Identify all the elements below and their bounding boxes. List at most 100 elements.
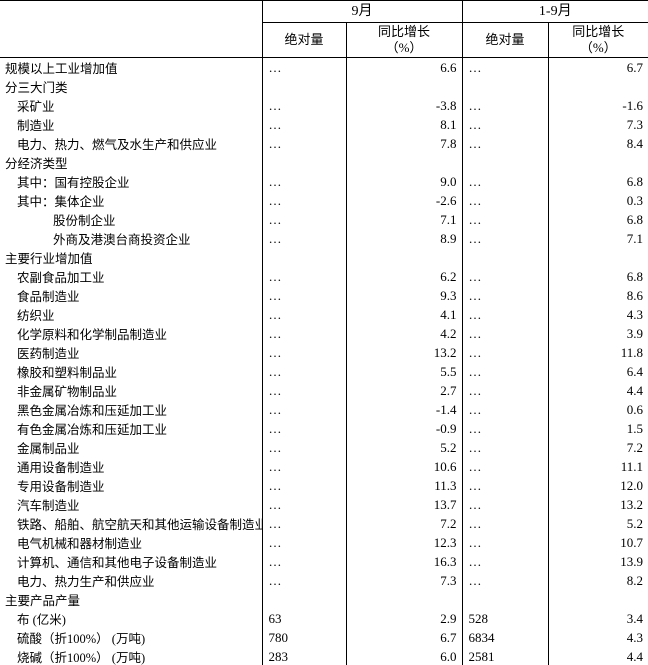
- subheader-text: 绝对量: [284, 32, 324, 47]
- row-label: 主要产品产量: [0, 590, 263, 609]
- ytd-growth-value: 6.8: [626, 268, 644, 284]
- ytd-growth-value: 11.1: [620, 458, 644, 474]
- ytd-absolute-value: …: [462, 381, 549, 400]
- ytd-growth-value: 11.8: [620, 344, 644, 360]
- table-row: 电气机械和器材制造业… 12.3… 10.7: [0, 533, 648, 552]
- table-row: 布 (亿米) 63 2.9 528 3.4: [0, 609, 648, 628]
- ytd-growth-value: 1.5: [626, 420, 644, 436]
- ytd-absolute-value: …: [462, 400, 549, 419]
- table-row: 有色金属冶炼和压延加工业… -0.9… 1.5: [0, 419, 648, 438]
- ytd-growth-value: 4.3: [626, 629, 644, 645]
- ytd-growth-value: 6.8: [626, 173, 644, 189]
- table-row: 黑色金属冶炼和压延加工业… -1.4… 0.6: [0, 400, 648, 419]
- ytd-absolute-value: …: [462, 533, 549, 552]
- table-row: 化学原料和化学制品制造业… 4.2… 3.9: [0, 324, 648, 343]
- ytd-absolute-value: …: [462, 210, 549, 229]
- ytd-growth-value: 4.4: [626, 382, 644, 398]
- ytd-growth-value: [548, 590, 648, 609]
- sep-growth-value: -2.6: [346, 191, 463, 210]
- sep-absolute-value: …: [262, 362, 347, 381]
- ytd-growth-value: 3.4: [626, 610, 644, 626]
- table-row: 硫酸（折100%） (万吨) 780 6.7 6834 4.3: [0, 628, 648, 647]
- sep-growth-value: 12.3: [346, 533, 463, 552]
- ytd-growth-value: 5.2: [626, 515, 644, 531]
- ytd-growth-value: 0.3: [626, 192, 644, 208]
- ytd-absolute-value: …: [462, 419, 549, 438]
- sep-growth-value: 7.8: [346, 134, 463, 153]
- sep-absolute-value: …: [262, 514, 347, 533]
- row-label: 外商及港澳台商投资企业: [0, 229, 263, 248]
- table-row: 主要产品产量: [0, 590, 648, 609]
- table-row: 纺织业… 4.1… 4.3: [0, 305, 648, 324]
- sep-absolute-value: …: [262, 419, 347, 438]
- row-label: 规模以上工业增加值: [0, 57, 263, 77]
- ytd-absolute-value: …: [462, 96, 549, 115]
- subheader-ytd-absolute: 绝对量: [462, 22, 549, 58]
- sep-absolute-value: …: [262, 552, 347, 571]
- ytd-absolute-value: …: [462, 229, 549, 248]
- ytd-absolute-value: …: [462, 57, 549, 77]
- ytd-growth-value: 4.3: [626, 306, 644, 322]
- sep-absolute-value: …: [262, 229, 347, 248]
- sep-growth-value: 13.7: [346, 495, 463, 514]
- row-label: 硫酸（折100%） (万吨): [0, 628, 263, 647]
- sep-growth-value: 2.7: [346, 381, 463, 400]
- row-label: 分三大门类: [0, 77, 263, 96]
- ytd-absolute-value: [462, 248, 549, 267]
- sep-absolute-value: …: [262, 457, 347, 476]
- sep-absolute-value: …: [262, 343, 347, 362]
- row-label: 非金属矿物制品业: [0, 381, 263, 400]
- table-row: 分三大门类: [0, 77, 648, 96]
- sep-growth-value: 13.2: [346, 343, 463, 362]
- row-label: 医药制造业: [0, 343, 263, 362]
- sep-growth-value: 8.1: [346, 115, 463, 134]
- row-label: 其中：集体企业: [0, 191, 263, 210]
- ytd-absolute-value: …: [462, 115, 549, 134]
- sep-absolute-value: …: [262, 134, 347, 153]
- sep-growth-value: 7.2: [346, 514, 463, 533]
- subheader-unit: （%）: [579, 40, 617, 55]
- ytd-absolute-value: [462, 590, 549, 609]
- sep-absolute-value: [262, 77, 347, 96]
- row-label: 橡胶和塑料制品业: [0, 362, 263, 381]
- sep-growth-value: 6.7: [346, 628, 463, 647]
- ytd-absolute-value: …: [462, 267, 549, 286]
- sep-absolute-value: …: [262, 381, 347, 400]
- ytd-absolute-value: …: [462, 457, 549, 476]
- ytd-absolute-value: …: [462, 571, 549, 590]
- ytd-absolute-value: …: [462, 495, 549, 514]
- ytd-absolute-value: …: [462, 324, 549, 343]
- row-label: 通用设备制造业: [0, 457, 263, 476]
- sep-absolute-value: [262, 153, 347, 172]
- ytd-absolute-value: …: [462, 191, 549, 210]
- table-row: 食品制造业… 9.3… 8.6: [0, 286, 648, 305]
- corner-cell: [0, 0, 263, 58]
- row-label: 其中：国有控股企业: [0, 172, 263, 191]
- sep-growth-value: 6.2: [346, 267, 463, 286]
- sep-absolute-value: …: [262, 324, 347, 343]
- table-row: 分经济类型: [0, 153, 648, 172]
- ytd-growth-value: 7.2: [626, 439, 644, 455]
- ytd-absolute-value: …: [462, 134, 549, 153]
- table-row: 股份制企业… 7.1… 6.8: [0, 210, 648, 229]
- sep-growth-value: 6.0: [346, 647, 463, 665]
- table-row: 医药制造业… 13.2… 11.8: [0, 343, 648, 362]
- row-label: 铁路、船舶、航空航天和其他运输设备制造业: [0, 514, 263, 533]
- table-row: 制造业… 8.1… 7.3: [0, 115, 648, 134]
- sep-growth-value: 16.3: [346, 552, 463, 571]
- sep-absolute-value: [262, 248, 347, 267]
- sep-growth-value: 4.2: [346, 324, 463, 343]
- sep-absolute-value: …: [262, 571, 347, 590]
- row-label: 农副食品加工业: [0, 267, 263, 286]
- sep-absolute-value: 780: [262, 628, 347, 647]
- table-row: 橡胶和塑料制品业… 5.5… 6.4: [0, 362, 648, 381]
- ytd-absolute-value: …: [462, 343, 549, 362]
- subheader-text: 同比增长: [377, 24, 430, 39]
- ytd-growth-value: 6.4: [626, 363, 644, 379]
- column-group-jan-to-sep: 1-9月: [462, 0, 648, 23]
- sep-absolute-value: …: [262, 305, 347, 324]
- ytd-growth-value: 13.2: [620, 496, 644, 512]
- row-label: 制造业: [0, 115, 263, 134]
